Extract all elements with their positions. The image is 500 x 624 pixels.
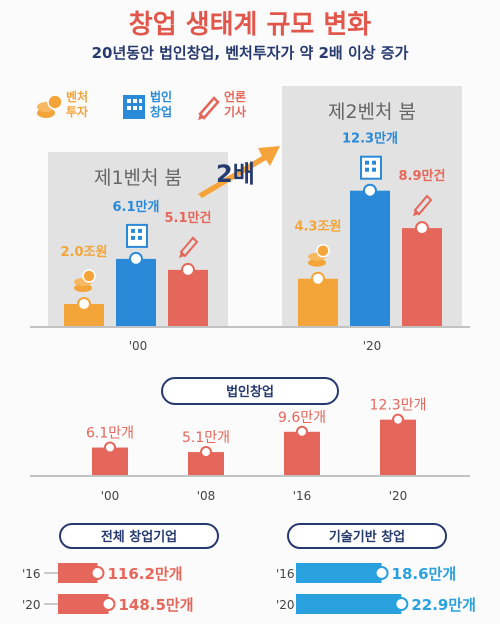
bar: [64, 304, 104, 326]
icon-part: [131, 235, 135, 240]
bar-marker: [101, 597, 116, 611]
legend-label-line: 벤처: [66, 90, 89, 104]
icon-part: [365, 167, 369, 172]
bar-marker: [363, 183, 377, 198]
icon-part: [365, 160, 369, 165]
x-tick-label: '00: [129, 339, 148, 353]
bar: [116, 258, 156, 326]
growth-arrow: [198, 146, 280, 198]
bar-marker: [415, 221, 429, 236]
bar: [380, 419, 416, 475]
building-icon: [360, 155, 382, 180]
icon-part: [179, 251, 185, 258]
x-tick-label: '00: [101, 489, 120, 503]
bar-marker: [104, 441, 116, 454]
y-tick-label: '20: [22, 598, 41, 612]
bar-marker: [181, 262, 195, 277]
bar: [402, 228, 442, 326]
icon-part: [74, 284, 92, 292]
data-label: 4.3조원: [295, 220, 342, 235]
coins-icon: [37, 94, 63, 118]
bar-marker: [200, 446, 212, 459]
chart-title: 전체 창업기업: [101, 529, 177, 545]
chart-title: 기술기반 창업: [329, 529, 405, 545]
icon-part: [131, 228, 135, 233]
legend-label-line: 투자: [66, 105, 89, 119]
bar: [188, 452, 224, 475]
page-subtitle: 20년동안 법인창업, 벤처투자가 약 2배 이상 증가: [91, 44, 409, 62]
icon-part: [413, 210, 419, 217]
x-tick-label: '16: [293, 489, 312, 503]
pen-icon: [179, 236, 199, 258]
data-label: 12.3만개: [370, 398, 427, 414]
icon-part: [372, 160, 376, 165]
bar: [168, 269, 208, 326]
growth-label: 2배: [216, 160, 255, 188]
data-label: 18.6만개: [392, 565, 457, 583]
bar-marker: [392, 413, 404, 426]
chart-title: 법인창업: [226, 384, 274, 400]
icon-part: [138, 228, 142, 233]
bar: [58, 563, 98, 583]
bar-marker: [90, 566, 105, 580]
x-tick-label: '08: [197, 489, 216, 503]
bar: [298, 278, 338, 326]
pen-icon: [413, 194, 433, 217]
bar: [296, 594, 402, 614]
data-label: 8.9만건: [399, 168, 446, 184]
chart-ecosystem-boom: 제1벤처 붐 '00 2.0조원 6.1만개 5.1만건 제2벤처 붐 '20 4.3조원 12…: [30, 86, 470, 353]
data-label: 116.2만개: [108, 565, 183, 583]
page-title: 창업 생태계 규모 변화: [128, 10, 372, 40]
data-label: 148.5만개: [118, 596, 193, 614]
legend-label-line: 기사: [224, 105, 247, 119]
icon-part: [308, 258, 326, 267]
chart-title-pill: [287, 523, 447, 549]
data-label: 12.3만개: [342, 131, 398, 147]
data-label: 5.1만건: [165, 210, 212, 226]
bar: [296, 563, 382, 583]
bar-marker: [311, 271, 325, 286]
bar-marker: [296, 425, 308, 438]
legend-label-line: 언론: [224, 90, 247, 104]
bar: [284, 431, 320, 475]
y-tick-label: '16: [276, 567, 295, 581]
icon-part: [138, 235, 142, 240]
chart-title-pill: [59, 523, 219, 549]
data-label: 6.1만개: [113, 199, 160, 215]
building-icon: [126, 223, 148, 248]
data-label: 22.9만개: [411, 596, 476, 614]
bar: [58, 594, 109, 614]
legend-label-line: 창업: [150, 105, 173, 119]
group-label: 제2벤처 붐: [328, 101, 416, 123]
y-tick-label: '20: [276, 598, 295, 612]
legend-label-line: 법인: [150, 90, 173, 104]
building-icon: [123, 95, 145, 119]
icon-part: [413, 194, 433, 216]
coins-icon: [74, 269, 96, 292]
chart-title-pill: [161, 377, 339, 405]
y-tick-label: '16: [22, 567, 41, 581]
data-label: 5.1만개: [182, 430, 230, 446]
icon-part: [179, 236, 199, 258]
x-tick-label: '20: [363, 339, 382, 353]
bar-marker: [394, 597, 409, 611]
group-label: 제1벤처 붐: [94, 167, 182, 189]
data-label: 6.1만개: [86, 426, 134, 442]
bar-marker: [374, 566, 389, 580]
x-tick-label: '20: [389, 489, 408, 503]
coins-icon: [308, 243, 330, 267]
bar-marker: [129, 251, 143, 266]
pen-icon: [198, 96, 220, 120]
icon-part: [372, 167, 376, 172]
bar-marker: [77, 297, 91, 311]
data-label: 2.0조원: [61, 245, 108, 260]
bar: [350, 190, 390, 326]
icon-part: [316, 243, 330, 258]
icon-part: [82, 269, 96, 283]
data-label: 9.6만개: [278, 410, 326, 426]
